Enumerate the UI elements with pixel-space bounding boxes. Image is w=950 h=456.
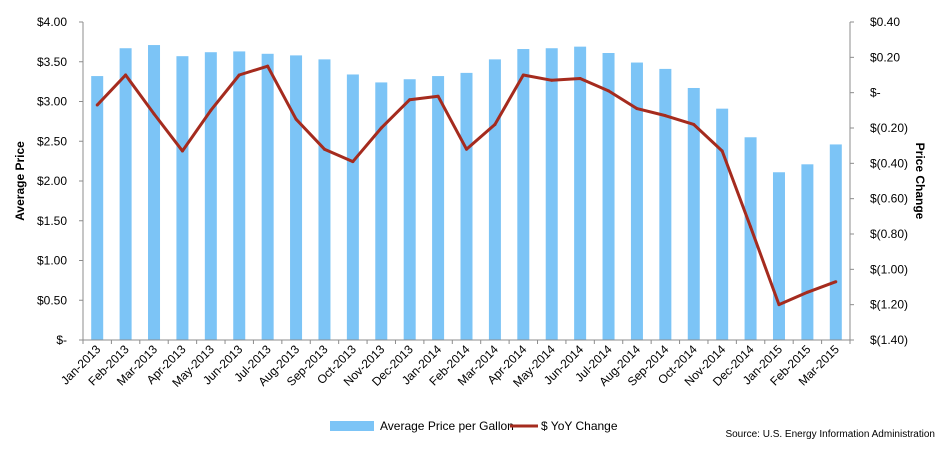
bar-mar-2015 bbox=[829, 144, 842, 340]
bar-feb-2014 bbox=[460, 72, 473, 340]
yoy-point-may-2014 bbox=[550, 78, 554, 82]
left-tick-label: $3.50 bbox=[37, 55, 67, 69]
yoy-point-mar-2014 bbox=[493, 122, 497, 126]
yoy-point-feb-2013 bbox=[124, 73, 128, 77]
yoy-point-jan-2013 bbox=[95, 103, 99, 107]
bar-dec-2014 bbox=[744, 137, 757, 340]
bar-feb-2013 bbox=[119, 48, 132, 341]
bar-aug-2014 bbox=[630, 62, 643, 341]
left-tick-label: $0.50 bbox=[37, 293, 67, 307]
legend-line-label: $ YoY Change bbox=[541, 419, 618, 433]
left-tick-label: $4.00 bbox=[37, 15, 67, 29]
bar-jan-2015 bbox=[772, 172, 785, 340]
bar-jan-2014 bbox=[432, 76, 445, 340]
right-tick-label: $(1.20) bbox=[870, 298, 908, 312]
right-tick-label: $(0.60) bbox=[870, 192, 908, 206]
yoy-point-jan-2014 bbox=[436, 94, 440, 98]
yoy-point-jan-2015 bbox=[777, 303, 781, 307]
bar-mar-2014 bbox=[488, 59, 501, 341]
source-note: Source: U.S. Energy Information Administ… bbox=[725, 429, 935, 440]
right-tick-label: $(1.40) bbox=[870, 333, 908, 347]
yoy-point-aug-2013 bbox=[294, 117, 298, 121]
yoy-point-may-2013 bbox=[209, 108, 213, 112]
left-tick-label: $2.00 bbox=[37, 174, 67, 188]
yoy-point-dec-2013 bbox=[408, 98, 412, 102]
right-tick-label: $(0.80) bbox=[870, 227, 908, 241]
left-tick-label: $- bbox=[56, 333, 67, 347]
y2-axis-title: Price Change bbox=[913, 143, 927, 220]
y-axis-title: Average Price bbox=[13, 141, 27, 221]
bar-apr-2013 bbox=[176, 56, 189, 341]
bar-oct-2014 bbox=[687, 87, 700, 340]
bar-sep-2014 bbox=[659, 68, 672, 340]
yoy-point-mar-2013 bbox=[152, 112, 156, 116]
bar-may-2013 bbox=[204, 52, 217, 341]
bar-oct-2013 bbox=[346, 74, 359, 340]
right-tick-label: $0.20 bbox=[870, 50, 900, 64]
right-tick-label: $(1.00) bbox=[870, 262, 908, 276]
bar-dec-2013 bbox=[403, 79, 416, 341]
bar-mar-2013 bbox=[148, 45, 161, 341]
bar-nov-2013 bbox=[375, 82, 388, 341]
yoy-point-feb-2014 bbox=[465, 147, 468, 151]
right-tick-label: $0.40 bbox=[870, 15, 900, 29]
yoy-point-nov-2014 bbox=[720, 149, 724, 153]
bar-feb-2015 bbox=[801, 164, 814, 340]
yoy-point-mar-2015 bbox=[834, 280, 838, 284]
bar-jun-2014 bbox=[574, 46, 587, 341]
left-tick-label: $3.00 bbox=[37, 95, 67, 109]
left-tick-label: $1.00 bbox=[37, 254, 67, 268]
yoy-point-nov-2013 bbox=[379, 126, 383, 130]
bar-apr-2014 bbox=[517, 49, 530, 340]
yoy-point-jun-2013 bbox=[237, 73, 241, 77]
bar-jan-2013 bbox=[91, 76, 104, 340]
yoy-point-jul-2014 bbox=[607, 89, 611, 93]
yoy-point-dec-2014 bbox=[749, 225, 753, 229]
bar-may-2014 bbox=[545, 48, 558, 341]
yoy-point-apr-2013 bbox=[180, 149, 184, 153]
bar-jun-2013 bbox=[233, 51, 246, 340]
legend-bar-label: Average Price per Gallon bbox=[380, 419, 514, 433]
left-tick-label: $2.50 bbox=[37, 134, 67, 148]
yoy-point-oct-2014 bbox=[692, 122, 696, 126]
bar-sep-2013 bbox=[318, 59, 331, 341]
yoy-point-sep-2014 bbox=[663, 114, 667, 118]
yoy-point-aug-2014 bbox=[635, 107, 639, 111]
right-tick-label: $(0.40) bbox=[870, 156, 908, 170]
right-tick-label: $(0.20) bbox=[870, 121, 908, 135]
left-tick-label: $1.50 bbox=[37, 214, 67, 228]
right-tick-label: $- bbox=[870, 86, 881, 100]
bar-nov-2014 bbox=[716, 108, 729, 340]
bar-jul-2013 bbox=[261, 53, 274, 341]
bar-aug-2013 bbox=[290, 55, 303, 340]
yoy-point-jul-2013 bbox=[266, 64, 270, 68]
yoy-point-oct-2013 bbox=[351, 160, 355, 164]
yoy-point-sep-2013 bbox=[322, 147, 326, 151]
legend-bar-swatch bbox=[330, 421, 374, 431]
bar-jul-2014 bbox=[602, 53, 615, 340]
yoy-point-feb-2015 bbox=[805, 290, 809, 294]
yoy-point-apr-2014 bbox=[521, 73, 525, 77]
yoy-point-jun-2014 bbox=[578, 77, 582, 81]
